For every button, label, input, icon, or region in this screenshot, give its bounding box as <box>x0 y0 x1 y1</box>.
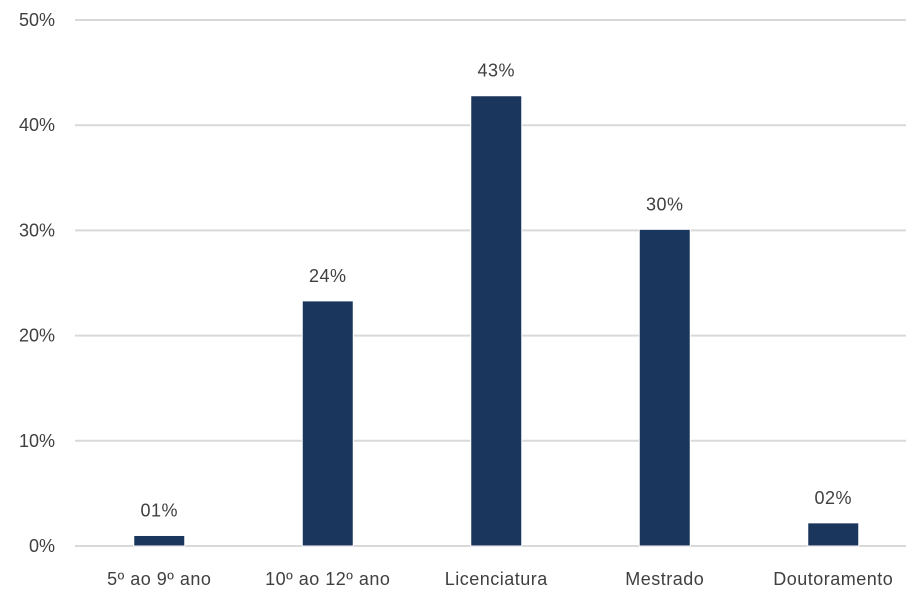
bar <box>638 228 691 547</box>
y-tick-label: 0% <box>29 536 55 556</box>
x-tick-label: Doutoramento <box>773 569 893 589</box>
y-axis-ticks: 0% 10% 20% 30% 40% 50% <box>19 10 55 556</box>
bar <box>807 522 860 547</box>
y-tick-label: 30% <box>19 220 55 240</box>
bar-value-label: 43% <box>477 61 515 81</box>
x-axis-labels: 5º ao 9º ano 10º ao 12º ano Licenciatura Me… <box>107 569 893 589</box>
bar-value-label: 01% <box>140 500 178 520</box>
bar <box>133 534 186 547</box>
x-tick-label: Licenciatura <box>445 569 549 589</box>
bar-value-label: 24% <box>309 266 347 286</box>
bar <box>301 300 354 547</box>
x-tick-label: Mestrado <box>625 569 704 589</box>
y-tick-label: 40% <box>19 115 55 135</box>
bar-value-label: 30% <box>646 194 684 214</box>
x-tick-label: 5º ao 9º ano <box>107 569 211 589</box>
y-tick-label: 50% <box>19 10 55 30</box>
y-tick-label: 10% <box>19 431 55 451</box>
x-tick-label: 10º ao 12º ano <box>265 569 390 589</box>
bar <box>470 95 523 547</box>
data-labels: 01% 24% 43% 30% 02% <box>140 61 852 521</box>
y-tick-label: 20% <box>19 326 55 346</box>
bar-value-label: 02% <box>814 488 852 508</box>
bars <box>133 95 860 547</box>
